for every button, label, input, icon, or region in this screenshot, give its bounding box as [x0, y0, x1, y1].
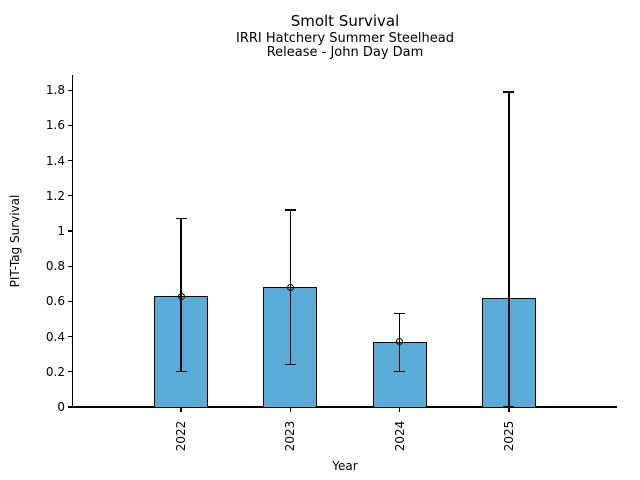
error-bar-cap-high: [284, 209, 296, 211]
y-tick: [68, 89, 72, 91]
x-tick: [399, 407, 401, 412]
y-axis-spine: [72, 75, 74, 408]
y-axis-label: PIT-Tag Survival: [8, 194, 22, 288]
chart-subtitle-line-2: Release - John Day Dam: [266, 45, 424, 60]
y-tick-label: 0.4: [45, 329, 65, 344]
y-tick: [68, 195, 72, 197]
x-tick: [508, 407, 510, 412]
point-estimate-marker: [396, 338, 404, 346]
error-bar-line: [508, 91, 510, 407]
y-tick-label: 0.2: [45, 364, 65, 379]
x-tick-label: 2025: [501, 420, 516, 452]
x-axis-spine: [72, 406, 617, 408]
chart-subtitle-line-1: IRRI Hatchery Summer Steelhead: [236, 31, 454, 46]
error-bar-cap-high: [175, 218, 187, 220]
y-tick: [68, 371, 72, 373]
y-tick: [68, 230, 72, 232]
y-tick: [68, 300, 72, 302]
y-tick-label: 1.4: [45, 153, 65, 168]
y-tick-label: 0: [57, 400, 65, 414]
error-bar-cap-low: [175, 371, 187, 373]
x-tick-label: 2024: [392, 420, 407, 452]
x-axis-label: Year: [332, 459, 358, 473]
x-tick: [180, 407, 182, 412]
y-tick-label: 1.8: [45, 83, 65, 98]
error-bar-cap-low: [503, 406, 515, 408]
point-estimate-marker: [177, 292, 185, 300]
error-bar-cap-low: [284, 364, 296, 366]
y-tick: [68, 336, 72, 338]
point-estimate-marker: [286, 283, 294, 291]
x-tick-label: 2022: [174, 420, 188, 452]
error-bar-cap-high: [394, 313, 406, 315]
y-tick: [68, 124, 72, 126]
x-tick-label: 2023: [283, 420, 298, 452]
y-tick-label: 0.8: [45, 259, 65, 274]
error-bar-cap-high: [503, 91, 515, 93]
y-tick: [68, 160, 72, 162]
y-tick: [68, 406, 72, 408]
y-tick-label: 1.2: [45, 188, 65, 203]
chart-title: Smolt Survival: [290, 12, 400, 30]
y-tick-label: 1.6: [45, 118, 65, 133]
error-bar-cap-low: [394, 371, 406, 373]
y-tick-label: 0.6: [45, 294, 65, 309]
x-tick: [289, 407, 291, 412]
y-tick: [68, 265, 72, 267]
y-tick-label: 1: [57, 224, 65, 238]
